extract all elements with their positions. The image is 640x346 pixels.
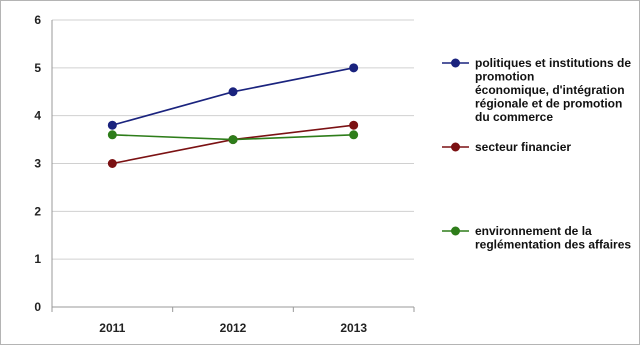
series-line-0	[112, 67, 354, 126]
data-point	[349, 63, 359, 73]
legend-label: promotion	[475, 70, 534, 84]
data-point	[228, 87, 238, 97]
data-point	[107, 130, 117, 140]
legend-swatch-marker	[451, 58, 460, 68]
y-tick-label: 2	[34, 204, 41, 218]
legend-label: économique, d'intégration	[475, 83, 625, 97]
y-tick-label: 1	[34, 252, 41, 266]
y-tick-label: 5	[34, 61, 41, 75]
x-tick-label: 2013	[340, 321, 367, 335]
data-point	[349, 120, 359, 130]
x-tick-label: 2012	[220, 321, 247, 335]
data-point	[349, 130, 359, 140]
data-point	[107, 159, 117, 168]
legend-label: du commerce	[475, 110, 553, 124]
legend-label: régionale et de promotion	[475, 97, 622, 111]
data-point	[228, 135, 238, 145]
legend-label: politiques et institutions de	[475, 56, 631, 70]
legend-label: environnement de la	[475, 224, 592, 238]
y-tick-label: 0	[34, 300, 41, 314]
legend-label: secteur financier	[475, 140, 571, 154]
legend-label: reglémentation des affaires	[475, 238, 631, 252]
y-tick-label: 6	[34, 13, 41, 27]
x-tick-label: 2011	[99, 321, 125, 335]
legend-swatch-marker	[451, 142, 460, 152]
legend-swatch-marker	[451, 226, 460, 236]
data-point	[107, 120, 117, 130]
y-tick-label: 4	[34, 109, 41, 123]
series-line-1	[112, 124, 354, 165]
y-tick-label: 3	[34, 157, 41, 171]
